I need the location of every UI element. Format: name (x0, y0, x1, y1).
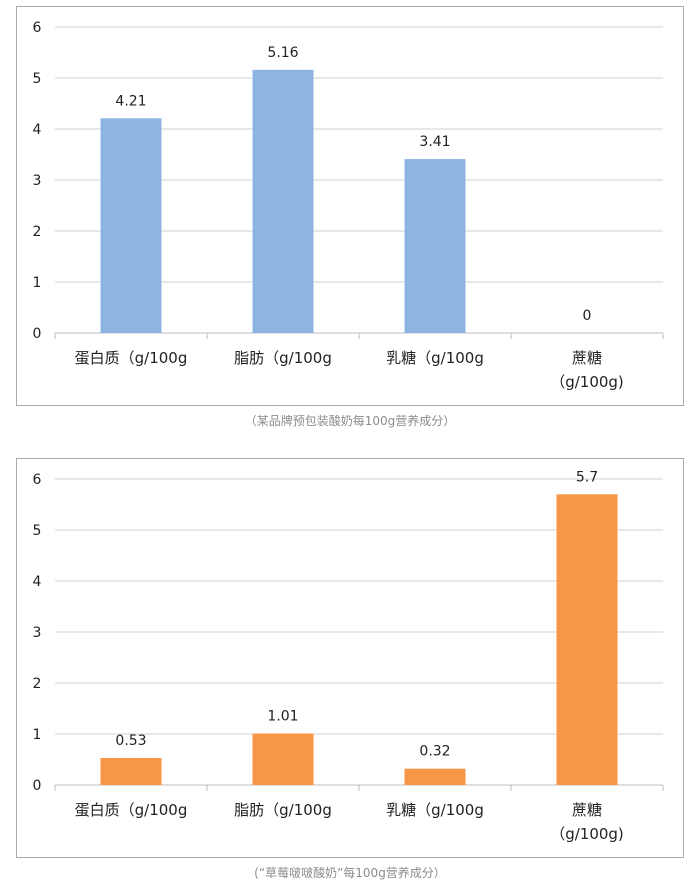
x-category-label: 乳糖（g/100g (386, 801, 484, 819)
bar (556, 494, 618, 785)
x-category-label: 蛋白质（g/100g (75, 801, 188, 819)
data-label: 4.21 (115, 93, 146, 109)
data-label: 3.41 (419, 134, 450, 150)
bar (404, 159, 466, 333)
y-tick-label: 0 (33, 326, 42, 342)
y-tick-label: 4 (33, 122, 42, 138)
x-category-label: 蛋白质（g/100g (75, 349, 188, 367)
x-category-label: 乳糖（g/100g (386, 349, 484, 367)
chart-2-plot: 0 1 2 3 4 5 6 0.53 蛋白质（g/100g 1.01 脂肪（g/100g 0.32 乳糖… (33, 469, 664, 843)
y-tick-label: 6 (33, 472, 42, 488)
bar (404, 768, 466, 785)
y-tick-label: 1 (33, 727, 42, 743)
x-category-label: 蔗糖 (572, 349, 602, 367)
x-category-label: 脂肪（g/100g (234, 349, 332, 367)
y-tick-label: 6 (33, 20, 42, 36)
data-label: 5.7 (576, 469, 598, 485)
y-tick-label: 3 (33, 625, 42, 641)
chart-2-caption: (“草莓啵啵酸奶”每100g营养成分） (254, 866, 446, 880)
y-tick-label: 5 (33, 523, 42, 539)
bar (100, 118, 162, 333)
chart-2: 0 1 2 3 4 5 6 0.53 蛋白质（g/100g 1.01 脂肪（g/100g 0.32 乳糖… (16, 458, 684, 858)
data-label: 0 (583, 308, 592, 324)
chart-1-plot: 0 1 2 3 4 5 6 4.21 蛋白质（g/100g 5.16 脂肪（g/100g 3.41 乳糖… (33, 20, 664, 391)
x-category-label: 脂肪（g/100g (234, 801, 332, 819)
data-label: 5.16 (267, 45, 298, 61)
x-category-label: （g/100g) (550, 825, 624, 843)
y-tick-label: 4 (33, 574, 42, 590)
y-tick-label: 1 (33, 275, 42, 291)
y-tick-label: 2 (33, 224, 42, 240)
y-tick-label: 2 (33, 676, 42, 692)
data-label: 0.32 (419, 744, 450, 760)
bar (252, 69, 314, 333)
x-category-label: 蔗糖 (572, 801, 602, 819)
bar (252, 733, 314, 785)
chart-1-caption: （某品牌预包装酸奶每100g营养成分） (244, 414, 456, 428)
x-category-label: （g/100g) (550, 373, 624, 391)
chart-1: 0 1 2 3 4 5 6 4.21 蛋白质（g/100g 5.16 脂肪（g/100g 3.41 乳糖… (16, 6, 684, 406)
y-tick-label: 3 (33, 173, 42, 189)
bar (100, 757, 162, 785)
data-label: 1.01 (267, 708, 298, 724)
y-tick-label: 0 (33, 778, 42, 794)
y-tick-label: 5 (33, 71, 42, 87)
data-label: 0.53 (115, 733, 146, 749)
